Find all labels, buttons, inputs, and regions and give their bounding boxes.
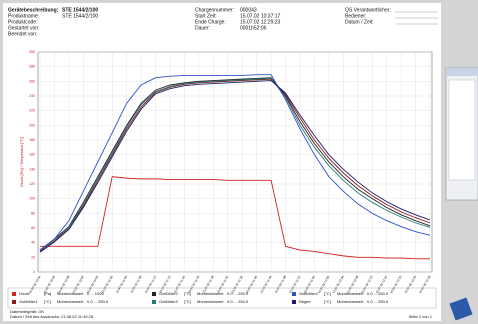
- y-tick-label: 0: [33, 270, 35, 274]
- header-label: Dauer:: [195, 25, 210, 31]
- side-window-toolbar: [446, 68, 478, 76]
- header-value: STE 1544/2/100: [62, 13, 98, 19]
- legend-name: Gutfühler2: [159, 291, 178, 296]
- legend-swatch: [292, 300, 296, 304]
- legend-name: Gutfühler3: [159, 299, 178, 304]
- footer-page: Seite 1 von 1: [409, 314, 433, 319]
- legend-name: Regler: [299, 299, 311, 304]
- legend-unit: [°C]: [324, 291, 331, 296]
- legend-range: 0.0 ... 250.0: [87, 299, 109, 304]
- y-tick-label: 160: [29, 153, 35, 157]
- legend-unit: [°C]: [184, 299, 191, 304]
- y-tick-label: 80: [31, 211, 35, 215]
- legend-name: Gutfühler1: [19, 299, 38, 304]
- y-tick-label: 220: [29, 109, 35, 113]
- logo-icon: [449, 297, 472, 320]
- side-window-panel: [449, 80, 475, 180]
- header-value: 0001h52:06: [240, 25, 267, 31]
- legend-swatch: [152, 292, 156, 296]
- y-tick-label: 20: [31, 255, 35, 259]
- legend-reading: Momentanwert: [337, 299, 364, 304]
- y-tick-label: 140: [29, 167, 35, 171]
- legend-unit: [°C]: [324, 299, 331, 304]
- y-tick-label: 260: [29, 79, 35, 83]
- y-tick-label: 180: [29, 138, 35, 142]
- screenshot: Druck [Pa] / Temperatur [°C] Datenintegr…: [0, 0, 478, 324]
- legend-unit: [Pa]: [44, 291, 51, 296]
- header-label: Datum / Zeit:: [345, 19, 374, 25]
- legend-range: 0 ... 1000: [87, 291, 104, 296]
- y-tick-label: 60: [31, 226, 35, 230]
- legend-swatch: [12, 292, 16, 296]
- y-axis-label: Druck [Pa] / Temperatur [°C]: [19, 137, 24, 187]
- y-tick-label: 300: [29, 50, 35, 54]
- legend-range: 0.0 ... 250.0: [227, 291, 249, 296]
- footer-printed: Datum / Zeit des Ausdrucks: 21.08.02 11:…: [10, 314, 94, 319]
- y-tick-label: 240: [29, 94, 35, 98]
- y-tick-label: 40: [31, 241, 35, 245]
- legend-reading: Momentanwert: [337, 291, 364, 296]
- legend-name: Druck: [19, 291, 29, 296]
- legend-range: 0.0 ... 250.0: [367, 299, 389, 304]
- legend-swatch: [12, 300, 16, 304]
- legend-swatch: [152, 300, 156, 304]
- y-tick-label: 280: [29, 65, 35, 69]
- header-label: Beendet von:: [8, 31, 37, 37]
- legend-reading: Momentanwert: [197, 299, 224, 304]
- legend-name: Gutfühler4: [299, 291, 318, 296]
- legend-reading: Momentanwert: [57, 299, 84, 304]
- legend-swatch: [292, 292, 296, 296]
- y-tick-label: 120: [29, 182, 35, 186]
- y-tick-label: 200: [29, 123, 35, 127]
- legend-range: 0.0 ... 250.0: [367, 291, 389, 296]
- legend-reading: Momentanwert: [197, 291, 224, 296]
- legend-unit: [°C]: [184, 291, 191, 296]
- y-tick-label: 100: [29, 197, 35, 201]
- legend-reading: Momentanwert: [57, 291, 84, 296]
- legend-range: 0.0 ... 250.0: [227, 299, 249, 304]
- legend-unit: [°C]: [44, 299, 51, 304]
- page: Druck [Pa] / Temperatur [°C] Datenintegr…: [0, 0, 478, 324]
